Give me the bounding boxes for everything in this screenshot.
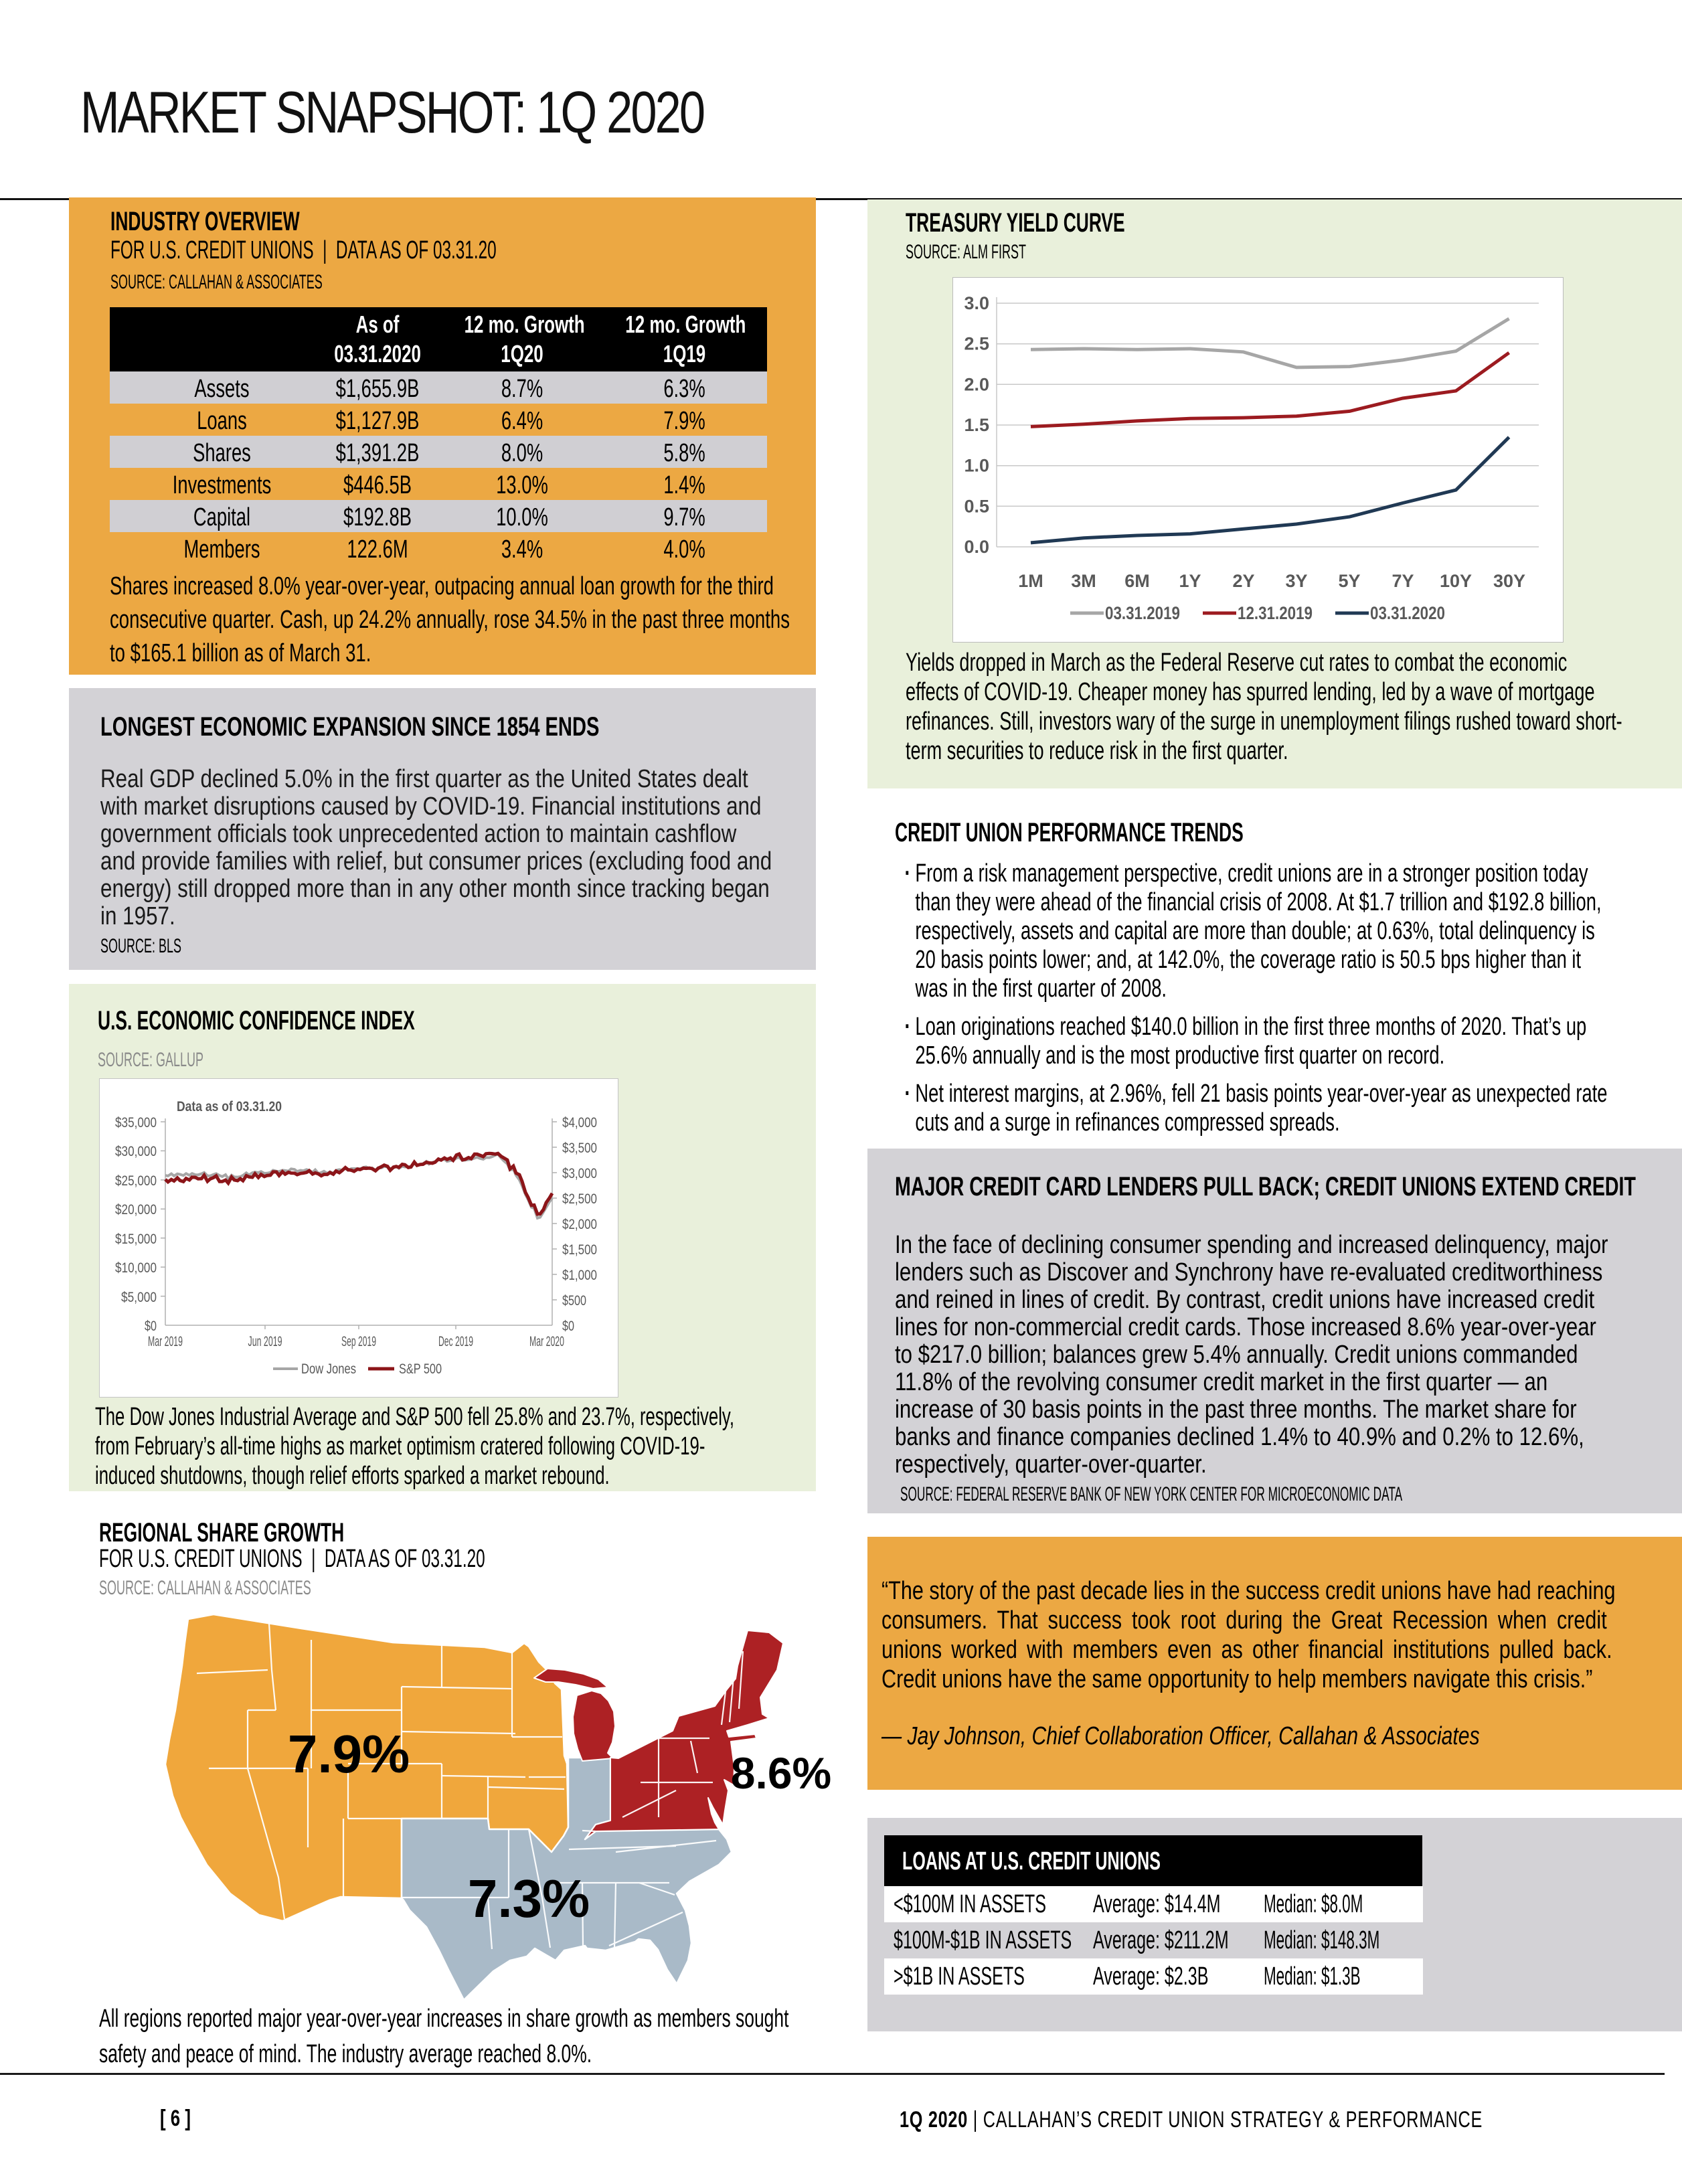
svg-text:5Y: 5Y xyxy=(1338,571,1360,591)
svg-text:$2,000: $2,000 xyxy=(562,1217,597,1232)
svg-text:Sep 2019: Sep 2019 xyxy=(341,1334,376,1349)
svg-text:12.31.2019: 12.31.2019 xyxy=(1238,603,1313,623)
svg-text:$2,500: $2,500 xyxy=(562,1191,597,1207)
svg-text:03.31.2019: 03.31.2019 xyxy=(1105,603,1180,623)
svg-text:Mar 2019: Mar 2019 xyxy=(148,1334,183,1349)
svg-text:3M: 3M xyxy=(1071,571,1096,591)
svg-text:1Y: 1Y xyxy=(1179,571,1201,591)
svg-text:0.5: 0.5 xyxy=(964,496,989,516)
svg-text:$25,000: $25,000 xyxy=(115,1173,157,1189)
svg-text:$3,000: $3,000 xyxy=(562,1166,597,1181)
svg-text:$35,000: $35,000 xyxy=(115,1115,157,1130)
svg-text:7.3%: 7.3% xyxy=(468,1869,590,1928)
svg-text:$30,000: $30,000 xyxy=(115,1144,157,1159)
svg-text:$0: $0 xyxy=(562,1319,574,1334)
svg-text:$3,500: $3,500 xyxy=(562,1141,597,1156)
svg-text:0.0: 0.0 xyxy=(964,537,989,557)
svg-text:1M: 1M xyxy=(1018,571,1043,591)
svg-text:$1,000: $1,000 xyxy=(562,1268,597,1283)
svg-text:03.31.2020: 03.31.2020 xyxy=(1370,603,1445,623)
svg-text:$20,000: $20,000 xyxy=(115,1202,157,1217)
svg-text:6M: 6M xyxy=(1124,571,1150,591)
svg-text:$15,000: $15,000 xyxy=(115,1232,157,1247)
svg-text:$4,000: $4,000 xyxy=(562,1115,597,1130)
svg-text:30Y: 30Y xyxy=(1493,571,1525,591)
svg-text:7Y: 7Y xyxy=(1392,571,1414,591)
svg-text:Mar 2020: Mar 2020 xyxy=(529,1334,564,1349)
svg-text:$5,000: $5,000 xyxy=(121,1290,157,1305)
svg-text:2.5: 2.5 xyxy=(964,334,989,354)
svg-text:$500: $500 xyxy=(562,1293,586,1309)
svg-text:Data as of 03.31.20: Data as of 03.31.20 xyxy=(177,1099,282,1114)
svg-text:S&P 500: S&P 500 xyxy=(399,1361,442,1377)
svg-text:1.5: 1.5 xyxy=(964,415,989,435)
svg-text:7.9%: 7.9% xyxy=(288,1724,410,1784)
svg-text:Dow Jones: Dow Jones xyxy=(301,1361,356,1377)
svg-text:1.0: 1.0 xyxy=(964,456,989,476)
svg-text:3Y: 3Y xyxy=(1285,571,1307,591)
svg-text:$1,500: $1,500 xyxy=(562,1242,597,1258)
svg-text:$10,000: $10,000 xyxy=(115,1260,157,1276)
svg-text:$0: $0 xyxy=(145,1319,157,1334)
svg-text:10Y: 10Y xyxy=(1440,571,1472,591)
svg-text:3.0: 3.0 xyxy=(964,293,989,313)
svg-text:Jun 2019: Jun 2019 xyxy=(248,1334,282,1349)
svg-text:2.0: 2.0 xyxy=(964,374,989,394)
svg-text:8.6%: 8.6% xyxy=(731,1748,831,1798)
svg-text:Dec 2019: Dec 2019 xyxy=(438,1334,473,1349)
svg-text:2Y: 2Y xyxy=(1232,571,1254,591)
